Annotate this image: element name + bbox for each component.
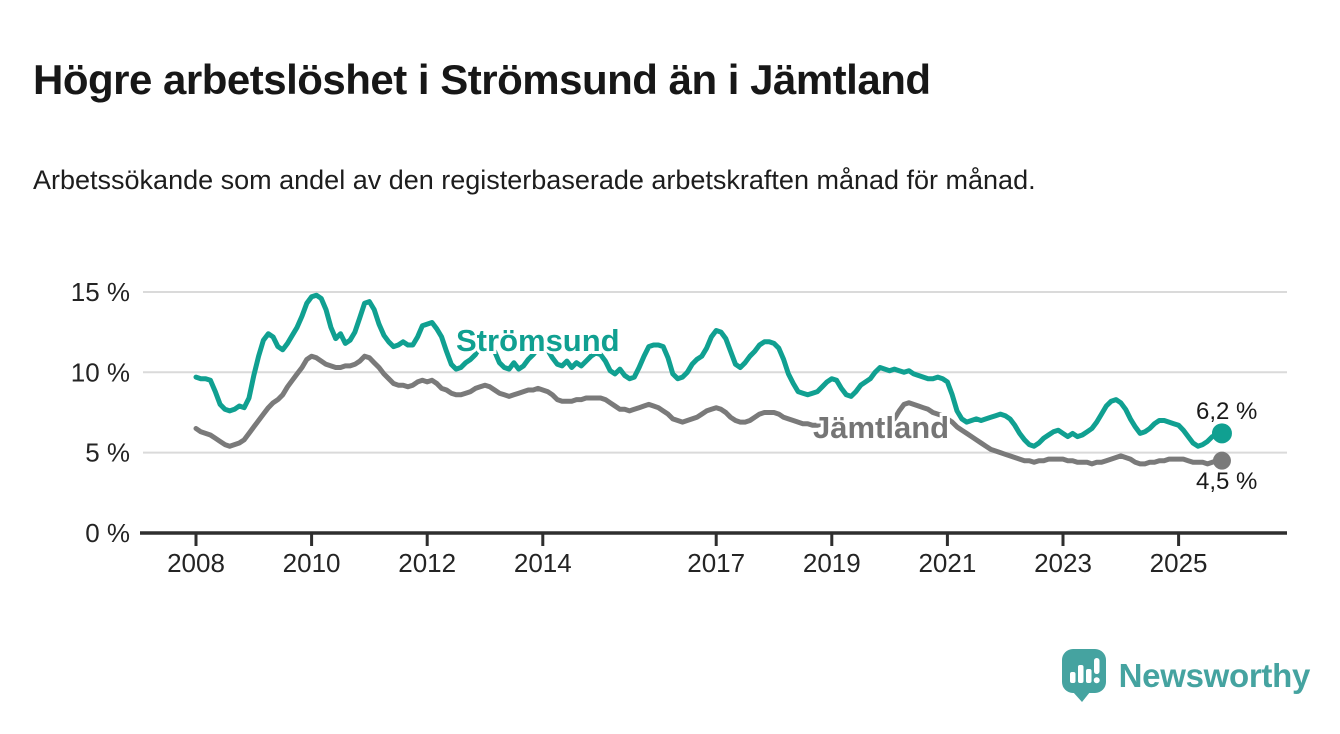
y-tick-label: 5 % xyxy=(85,438,130,468)
y-tick-label: 0 % xyxy=(85,518,130,548)
x-tick-label: 2010 xyxy=(283,548,341,578)
series-lines xyxy=(193,292,1232,470)
x-tick-label: 2019 xyxy=(803,548,861,578)
x-tick-label: 2008 xyxy=(167,548,225,578)
series-label-jamtland: Jämtland xyxy=(813,410,949,445)
end-value-label-stromsund: 6,2 % xyxy=(1196,398,1257,425)
x-tick-label: 2023 xyxy=(1034,548,1092,578)
newsworthy-logo-text: Newsworthy xyxy=(1118,657,1311,694)
page-title: Högre arbetslöshet i Strömsund än i Jämt… xyxy=(33,56,931,104)
x-tick-label: 2014 xyxy=(514,548,572,578)
x-axis: 2008 2010 2012 2014 2017 2019 2021 2023 2025 xyxy=(140,531,1287,578)
gridlines: 0 % 5 % 10 % 15 % xyxy=(71,277,1287,548)
y-tick-label: 15 % xyxy=(71,277,130,307)
x-tick-label: 2012 xyxy=(398,548,456,578)
newsworthy-logo-icon xyxy=(1061,649,1106,702)
y-tick-label: 10 % xyxy=(71,357,130,387)
x-tick-label: 2017 xyxy=(687,548,745,578)
chart-subtitle: Arbetssökande som andel av den registerb… xyxy=(33,165,1036,195)
newsworthy-logo: Newsworthy xyxy=(1061,648,1310,704)
x-tick-label: 2021 xyxy=(918,548,976,578)
x-tick-label: 2025 xyxy=(1150,548,1208,578)
end-value-label-jamtland: 4,5 % xyxy=(1196,468,1257,495)
series-line-stromsund xyxy=(193,292,1225,449)
end-dot-stromsund xyxy=(1211,423,1232,444)
series-line-jamtland xyxy=(193,353,1225,467)
end-dot-jamtland xyxy=(1212,451,1231,470)
series-label-stromsund: Strömsund xyxy=(456,323,620,358)
